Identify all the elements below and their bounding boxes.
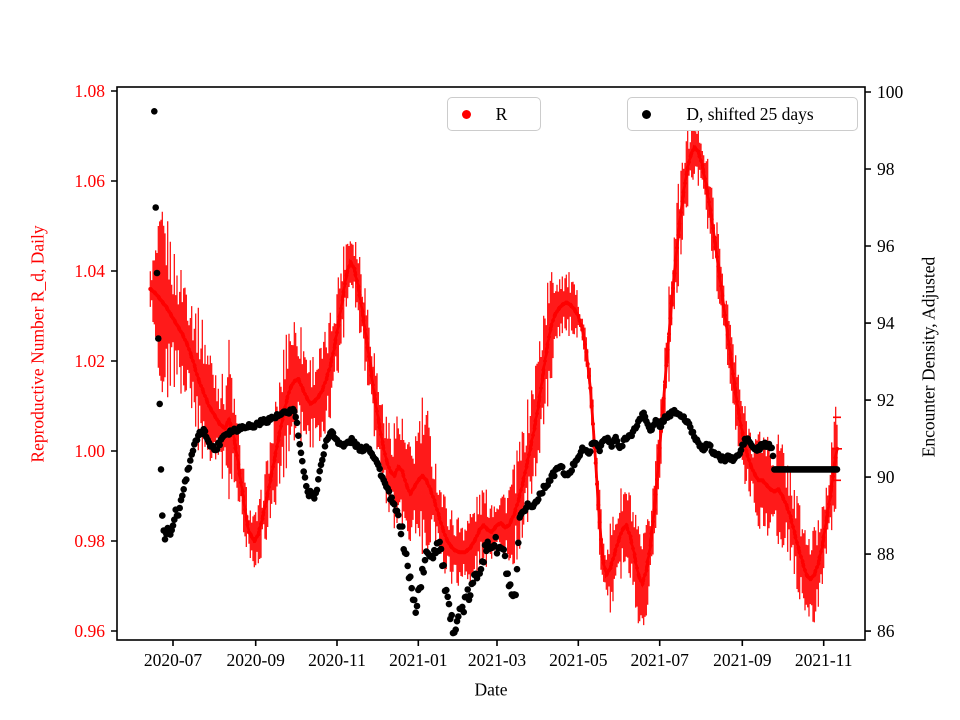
- svg-text:2021-09: 2021-09: [713, 650, 772, 670]
- legend-r-label: R: [495, 103, 508, 124]
- d-series-dots: [151, 108, 841, 637]
- svg-text:1.00: 1.00: [74, 441, 105, 461]
- svg-text:2021-07: 2021-07: [631, 650, 690, 670]
- legend-d-label: D, shifted 25 days: [686, 103, 814, 124]
- svg-text:2021-03: 2021-03: [468, 650, 527, 670]
- svg-text:1.08: 1.08: [74, 81, 105, 101]
- svg-text:2021-05: 2021-05: [549, 650, 608, 670]
- y-axis-label-left: Reproductive Number R_d, Daily: [27, 225, 48, 463]
- svg-text:1.04: 1.04: [74, 261, 105, 281]
- tick-labels: 2020-07 2020-09 2020-11 2021-01 2021-03 2021-…: [74, 81, 903, 670]
- svg-text:1.06: 1.06: [74, 171, 105, 191]
- svg-text:86: 86: [877, 621, 895, 641]
- svg-text:96: 96: [877, 236, 895, 256]
- d-series-marker-icon: [642, 109, 651, 119]
- svg-text:92: 92: [877, 390, 895, 410]
- svg-text:2021-01: 2021-01: [389, 650, 447, 670]
- svg-text:2020-11: 2020-11: [308, 650, 366, 670]
- legend-r: R: [447, 97, 541, 131]
- svg-text:2020-09: 2020-09: [227, 650, 286, 670]
- axes-spines-and-ticks: [111, 86, 871, 646]
- y-axis-label-right: Encounter Density, Adjusted: [918, 256, 939, 458]
- svg-text:0.96: 0.96: [74, 621, 105, 641]
- svg-text:94: 94: [877, 313, 895, 333]
- r-series-endcap-marker: [832, 416, 842, 482]
- r-series-marker-icon: [462, 109, 471, 119]
- svg-text:0.98: 0.98: [74, 531, 105, 551]
- svg-text:90: 90: [877, 467, 895, 487]
- legend-d: D, shifted 25 days: [627, 97, 858, 131]
- svg-text:88: 88: [877, 544, 895, 564]
- svg-text:1.02: 1.02: [74, 351, 105, 371]
- svg-text:100: 100: [877, 82, 904, 102]
- svg-text:2020-07: 2020-07: [144, 650, 203, 670]
- x-axis-label: Date: [474, 679, 508, 700]
- svg-text:98: 98: [877, 159, 895, 179]
- svg-text:2021-11: 2021-11: [795, 650, 853, 670]
- r-series-line: [148, 144, 842, 588]
